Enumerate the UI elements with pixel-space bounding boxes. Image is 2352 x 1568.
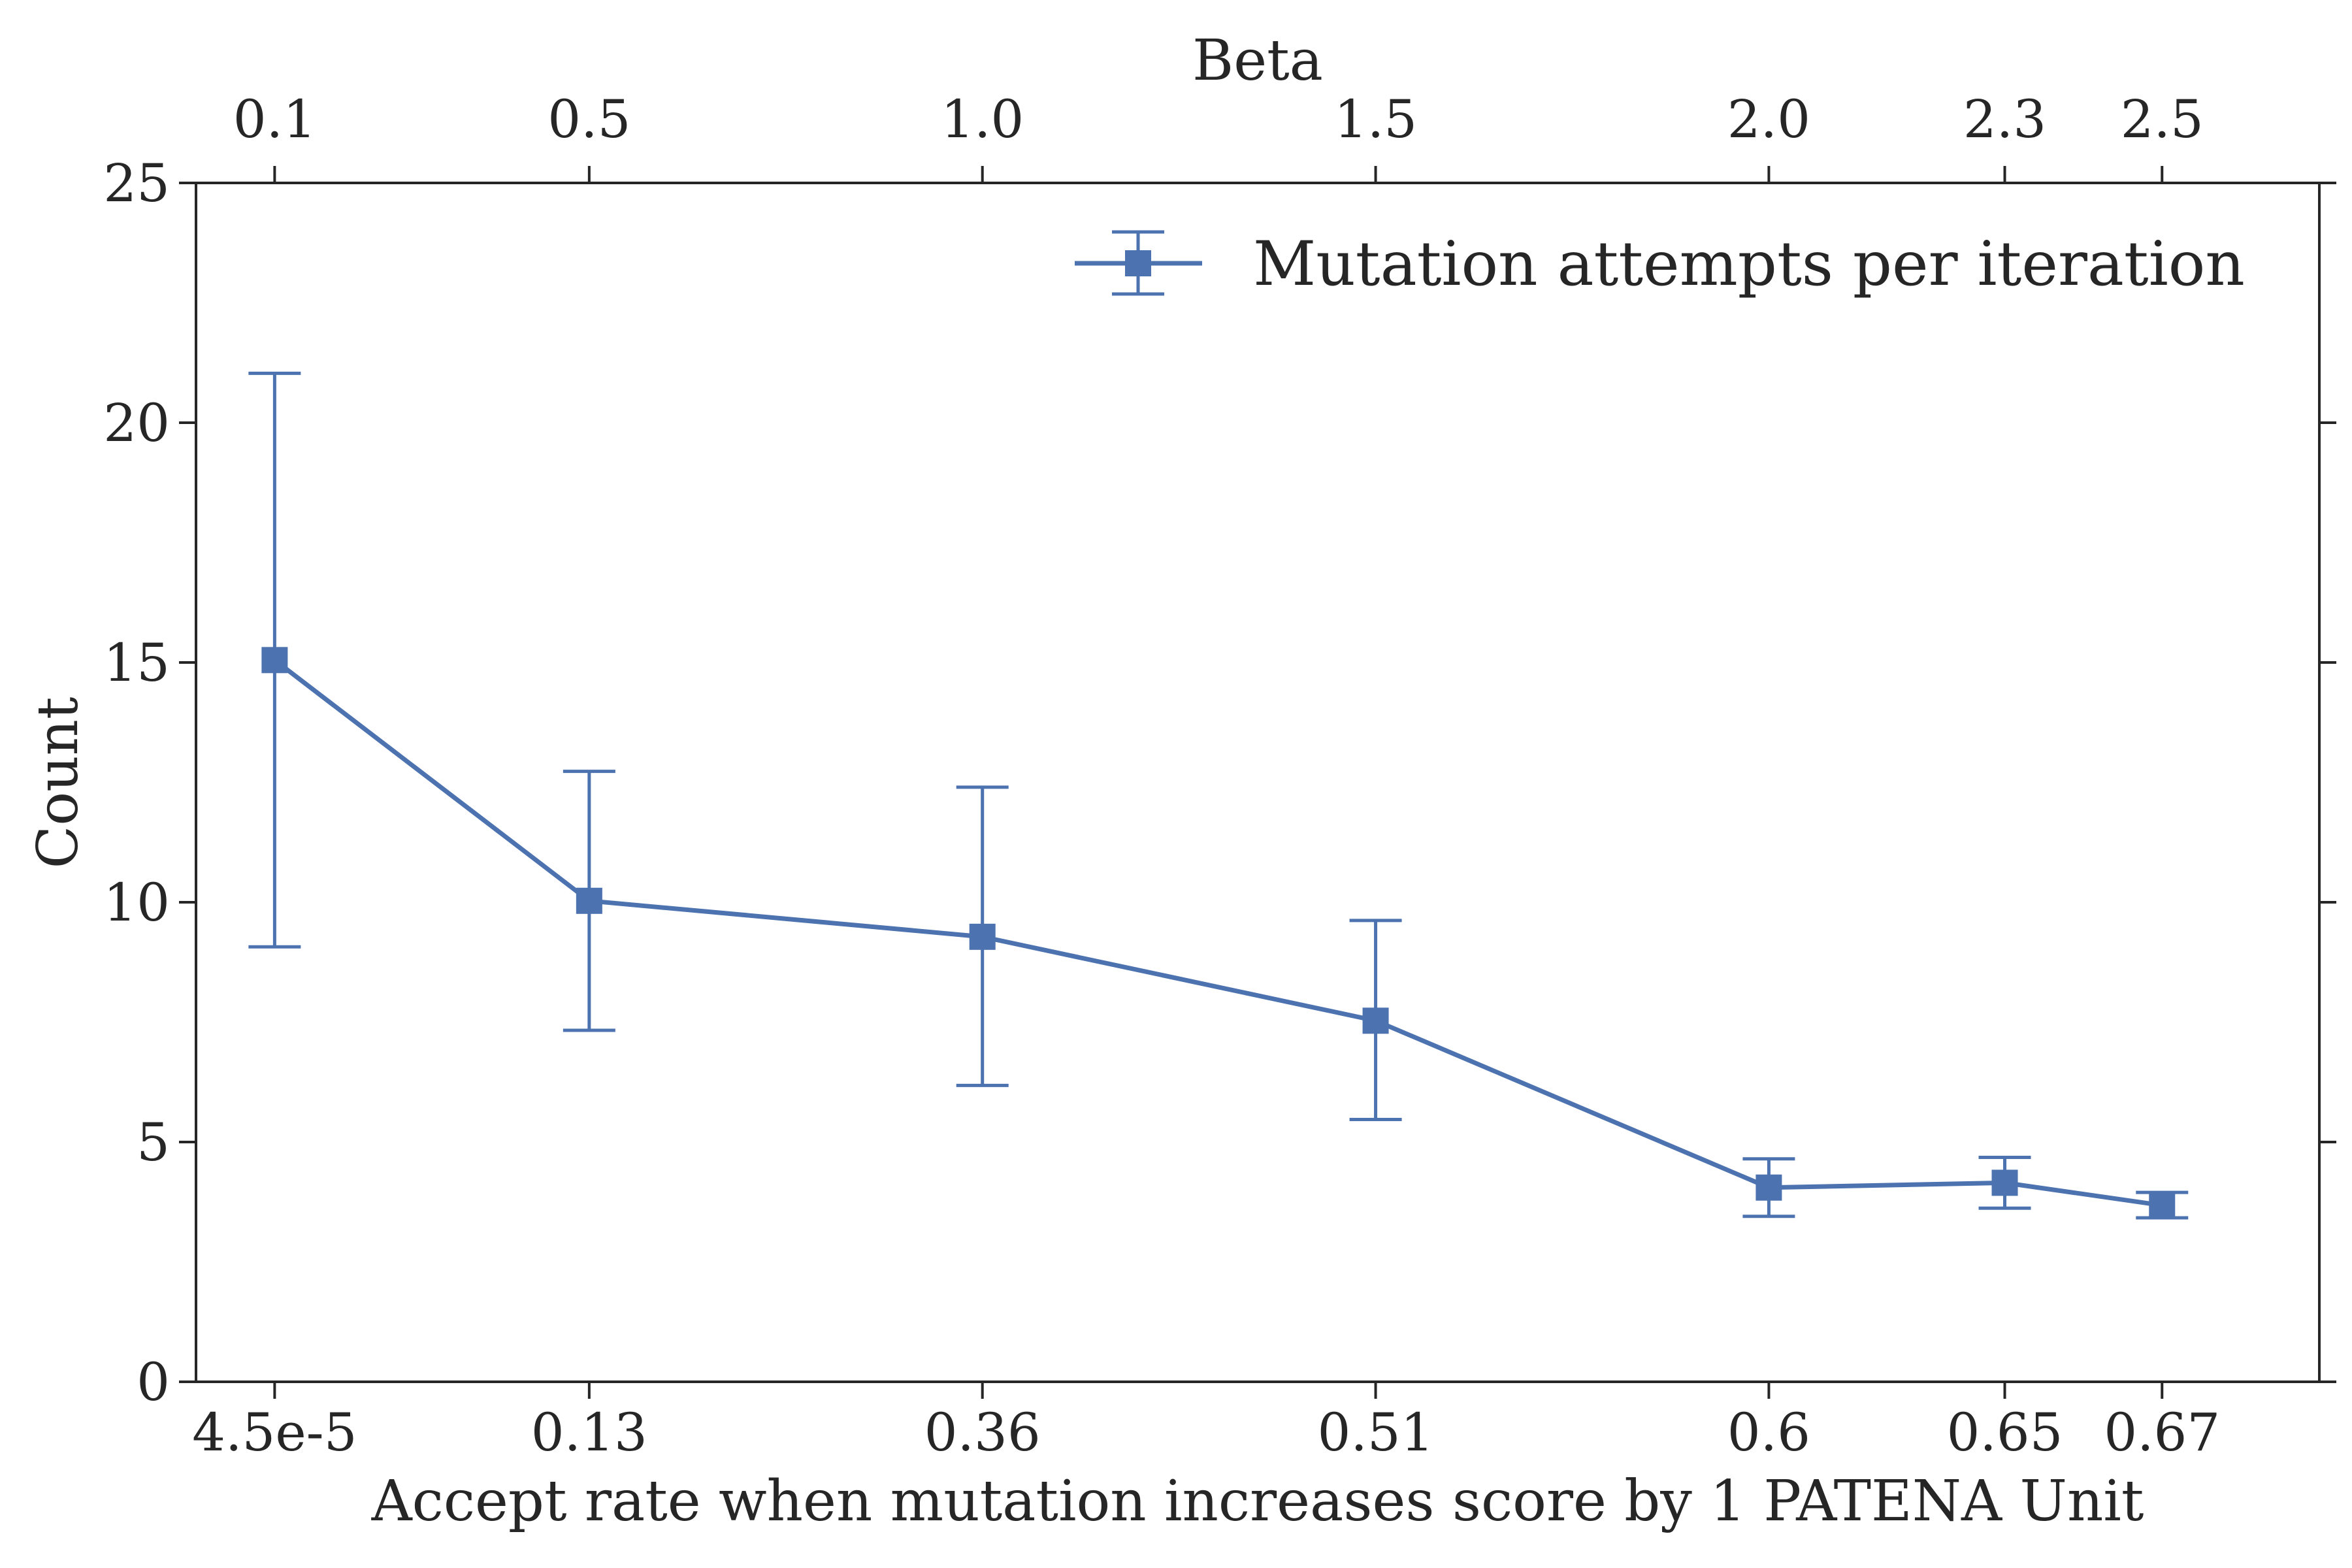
bottom-x-tick-label: 4.5e-5 — [192, 1402, 357, 1463]
y-tick-label: 20 — [103, 393, 170, 453]
data-point — [1991, 1169, 2018, 1196]
bottom-x-tick-label: 0.13 — [531, 1402, 647, 1463]
legend-label: Mutation attempts per iteration — [1253, 229, 2245, 300]
bottom-x-tick-label: 0.65 — [1946, 1402, 2063, 1463]
top-x-tick-label: 2.5 — [2121, 89, 2204, 150]
bottom-x-tick-label: 0.67 — [2104, 1402, 2220, 1463]
data-point — [1756, 1174, 1782, 1201]
y-tick-label: 0 — [137, 1352, 170, 1413]
y-tick-label: 25 — [103, 153, 170, 214]
bottom-x-tick-label: 0.51 — [1317, 1402, 1433, 1463]
top-x-tick-label: 1.5 — [1334, 89, 1417, 150]
top-axis-title: Beta — [1192, 28, 1323, 93]
bottom-x-tick-label: 0.36 — [924, 1402, 1041, 1463]
series-line — [273, 658, 2163, 1208]
data-point — [2149, 1192, 2176, 1218]
y-tick-label: 5 — [137, 1112, 170, 1173]
top-x-tick-label: 0.5 — [547, 89, 630, 150]
plot-frame — [195, 182, 2321, 1383]
top-x-tick-label: 1.0 — [941, 89, 1024, 150]
data-point — [1362, 1007, 1389, 1034]
top-x-tick-label: 2.0 — [1727, 89, 1810, 150]
legend: Mutation attempts per iteration — [1075, 229, 2245, 300]
data-point — [969, 923, 996, 950]
bottom-axis-title: Accept rate when mutation increases scor… — [371, 1469, 2144, 1534]
y-tick-label: 15 — [103, 632, 170, 693]
top-x-tick-label: 0.1 — [233, 89, 316, 150]
data-point — [261, 647, 288, 674]
legend-marker — [1125, 250, 1151, 276]
top-x-tick-label: 2.3 — [1963, 89, 2046, 150]
y-axis-title: Count — [25, 697, 91, 869]
data-point — [576, 887, 602, 914]
y-tick-label: 10 — [103, 872, 170, 933]
bottom-x-tick-label: 0.6 — [1727, 1402, 1810, 1463]
